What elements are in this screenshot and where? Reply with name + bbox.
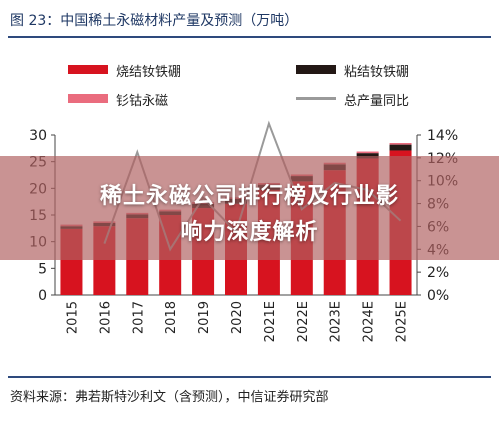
legend-label-bonded: 粘结钕铁硼 xyxy=(344,65,410,80)
x-tick-label: 2022E xyxy=(296,301,311,342)
x-tick-label: 2017 xyxy=(131,301,146,334)
title-rule xyxy=(8,36,491,38)
legend-label-growth: 总产量同比 xyxy=(344,94,410,109)
y2-tick-label: 14% xyxy=(427,128,458,144)
bar-bonded-ndfeb xyxy=(356,153,379,159)
y-tick-label: 30 xyxy=(29,128,47,144)
x-tick-label: 2023E xyxy=(329,301,344,342)
legend-swatch-sintered xyxy=(68,65,108,74)
x-tick-label: 2016 xyxy=(98,301,113,334)
legend-label-smco: 钐钴永磁 xyxy=(116,94,169,109)
x-tick-label: 2018 xyxy=(164,301,179,334)
y2-tick-label: 0% xyxy=(427,288,449,304)
x-tick-label: 2015 xyxy=(65,301,80,334)
x-tick-label: 2021E xyxy=(263,301,278,342)
x-tick-label: 2019 xyxy=(197,301,212,334)
x-tick-label: 2024E xyxy=(362,301,377,342)
legend-label-sintered: 烧结钕铁硼 xyxy=(116,65,182,80)
figure-title: 图 23：中国稀土永磁材料产量及预测（万吨） xyxy=(10,13,299,29)
y2-tick-label: 2% xyxy=(427,265,449,281)
x-tick-label: 2020 xyxy=(230,301,245,334)
bar-smco xyxy=(389,143,412,145)
title-overlay-banner xyxy=(0,156,499,260)
legend-swatch-smco xyxy=(68,94,108,103)
y-tick-label: 5 xyxy=(38,261,47,277)
bar-smco xyxy=(356,151,379,154)
legend-swatch-bonded xyxy=(296,65,336,74)
bar-bonded-ndfeb xyxy=(389,144,412,151)
overlay-title-line-1: 稀土永磁公司排行榜及行业影 xyxy=(99,184,399,209)
source-rule xyxy=(8,376,491,378)
y-tick-label: 0 xyxy=(38,288,47,304)
legend-swatch-growth xyxy=(296,97,336,100)
overlay-title-line-2: 响力深度解析 xyxy=(180,220,319,245)
x-tick-label: 2025E xyxy=(395,301,410,342)
source-note: 资料来源：弗若斯特沙利文（含预测），中信证券研究部 xyxy=(10,390,329,405)
